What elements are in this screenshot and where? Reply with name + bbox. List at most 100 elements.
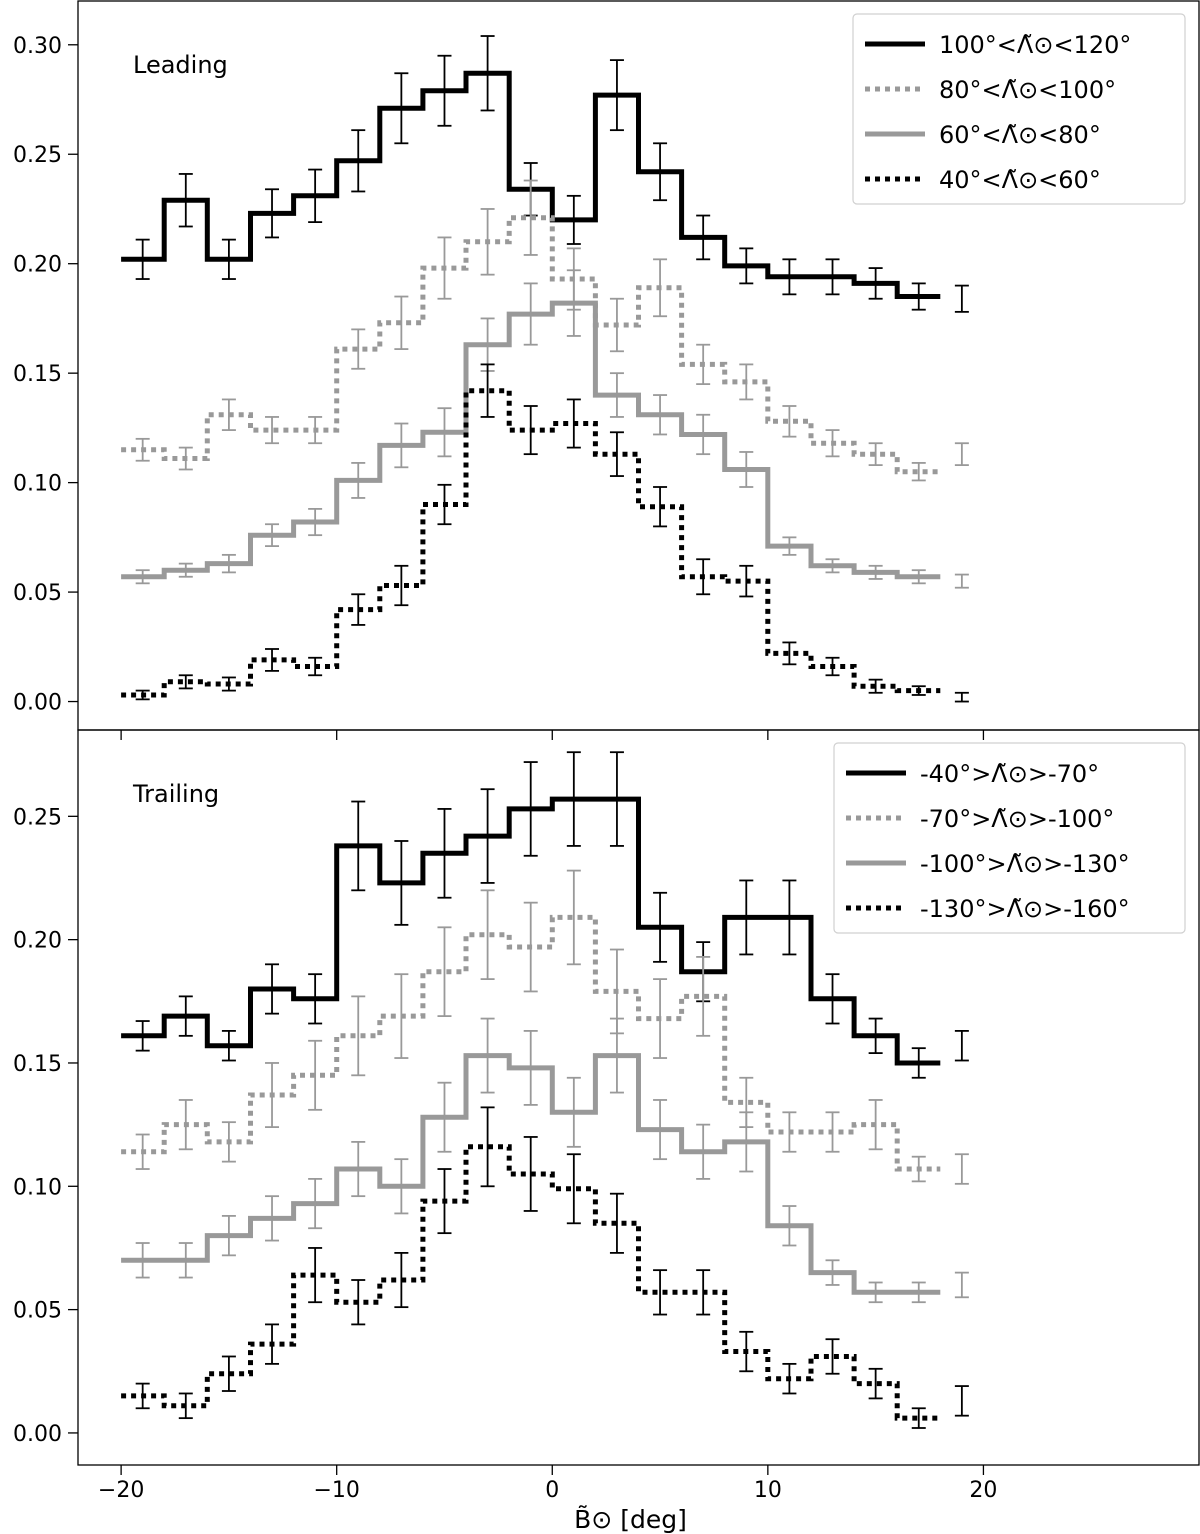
leading-panel-label: Leading (133, 51, 228, 79)
trailing-series-3-errorbar (221, 1355, 236, 1392)
leading-ytick-label: 0.00 (13, 691, 62, 716)
leading-series-0-errorbar (696, 214, 711, 261)
trailing-series-2-errorbar (221, 1214, 236, 1257)
leading-series-1-errorbar (911, 462, 926, 482)
leading-series-3-errorbar (782, 641, 797, 666)
trailing-series-2-errorbar (178, 1242, 193, 1279)
leading-series-1-errorbar (135, 437, 150, 462)
trailing-series-0-errorbar (394, 840, 409, 926)
leading-series-0-errorbar (135, 238, 150, 280)
trailing-series-3-errorbar (868, 1367, 883, 1400)
trailing-series-2-errorbar (825, 1259, 840, 1286)
trailing-series-2-errorbar (739, 1111, 754, 1173)
trailing-series-2-errorbar (782, 1205, 797, 1247)
trailing-legend-label-3: -130°>Λ̃⊙>-160° (920, 895, 1130, 923)
x-axis-label: B̃⊙ [deg] (574, 1505, 687, 1534)
leading-series-1-errorbar (782, 405, 797, 438)
trailing-series-3-errorbar (739, 1330, 754, 1373)
trailing-series-3-errorbar (437, 1168, 452, 1235)
leading-series-0-errorbar (351, 129, 366, 193)
leading-series-0-errorbar (954, 284, 969, 313)
leading-series-0-errorbar (480, 35, 495, 112)
leading-series-3-errorbar (394, 564, 409, 607)
leading-series-1-errorbar (739, 363, 754, 401)
trailing-series-3-line (121, 1144, 941, 1421)
leading-series-1-errorbar (696, 343, 711, 386)
leading-series-3-errorbar (308, 656, 323, 677)
leading-series-2-errorbar (954, 573, 969, 589)
leading-series-3-errorbar (221, 676, 236, 692)
trailing-series-2-errorbar (653, 1099, 668, 1161)
trailing-series-0-errorbar (480, 788, 495, 884)
trailing-series-1-errorbar (221, 1121, 236, 1163)
leading-series-2-errorbar (653, 394, 668, 436)
leading-series-2-errorbar (739, 451, 754, 488)
trailing-series-1-errorbar (911, 1155, 926, 1183)
trailing-legend-label-1: -70°>Λ̃⊙>-100° (920, 805, 1114, 833)
xtick-label: −20 (98, 1478, 144, 1503)
trailing-series-1-errorbar (523, 901, 538, 993)
leading-series-2-errorbar (394, 422, 409, 469)
trailing-legend (833, 742, 1186, 934)
xtick-label: 0 (545, 1478, 559, 1503)
leading-series-2-errorbar (437, 407, 452, 458)
trailing-series-0-errorbar (351, 800, 366, 892)
leading-series-3-errorbar (178, 674, 193, 690)
leading-panel: 0.00 0.05 0.10 0.15 0.20 0.25 0.30 Leading 100… (13, 0, 1200, 740)
leading-series-0-errorbar (609, 59, 624, 132)
trailing-series-0-errorbar (954, 1030, 969, 1062)
leading-series-1-errorbar (653, 258, 668, 318)
leading-ytick-label: 0.25 (13, 143, 62, 168)
leading-series-2-errorbar (868, 564, 883, 580)
trailing-series-1-errorbar (351, 995, 366, 1077)
trailing-series-1-errorbar (954, 1153, 969, 1185)
leading-ytick-label: 0.30 (13, 34, 62, 59)
leading-series-3-errorbar (437, 483, 452, 526)
leading-series-3-errorbar (739, 564, 754, 598)
trailing-series-0-errorbar (178, 995, 193, 1037)
leading-series-1-errorbar (868, 442, 883, 467)
leading-series-3-errorbar (868, 678, 883, 694)
leading-series-3-errorbar (911, 685, 926, 696)
trailing-legend-label-0: -40°>Λ̃⊙>-70° (920, 760, 1099, 788)
trailing-series-0-errorbar (825, 973, 840, 1025)
trailing-series-3-errorbar (825, 1338, 840, 1375)
leading-legend-label-2: 60°<Λ̃⊙<80° (939, 121, 1101, 149)
leading-series-2-errorbar (825, 558, 840, 574)
leading-series-0-errorbar (566, 194, 581, 245)
leading-series-3-errorbar (653, 486, 668, 528)
trailing-series-3-errorbar (566, 1153, 581, 1225)
leading-legend (852, 13, 1186, 205)
leading-series-1-errorbar (437, 236, 452, 300)
leading-series-0-errorbar (782, 258, 797, 296)
leading-series-1-errorbar (394, 295, 409, 350)
x-axis: −20 −10 0 10 20 (98, 1478, 998, 1503)
leading-series-1-errorbar (480, 208, 495, 276)
leading-series-2-errorbar (135, 569, 150, 585)
leading-series-0-errorbar (437, 54, 452, 127)
trailing-series-0-errorbar (782, 879, 797, 956)
leading-series-3-errorbar (351, 593, 366, 626)
trailing-series-1-errorbar (308, 1039, 323, 1111)
trailing-series-1-errorbar (653, 978, 668, 1059)
trailing-series-2-errorbar (954, 1271, 969, 1299)
trailing-panel: 0.00 0.05 0.10 0.15 0.20 0.25 Trailing -40°>Λ… (13, 729, 1200, 1475)
trailing-ytick-label: 0.00 (13, 1422, 62, 1447)
trailing-series-1-errorbar (696, 956, 711, 1037)
leading-series-2-errorbar (221, 553, 236, 574)
trailing-series-3-errorbar (351, 1279, 366, 1326)
leading-ytick-label: 0.20 (13, 253, 62, 278)
xtick-label: −10 (313, 1478, 359, 1503)
trailing-series-3-errorbar (394, 1251, 409, 1309)
trailing-series-3-errorbar (480, 1106, 495, 1188)
trailing-series-2-errorbar (394, 1158, 409, 1215)
leading-series-2-errorbar (566, 269, 581, 337)
leading-series-3-errorbar (696, 558, 711, 596)
trailing-ytick-label: 0.15 (13, 1052, 62, 1077)
leading-series-3-errorbar (609, 431, 624, 477)
trailing-series-3-errorbar (178, 1392, 193, 1420)
trailing-series-1-errorbar (566, 869, 581, 966)
leading-series-0-errorbar (394, 72, 409, 145)
trailing-series-0-errorbar (135, 1020, 150, 1052)
leading-series-0-errorbar (653, 142, 668, 202)
